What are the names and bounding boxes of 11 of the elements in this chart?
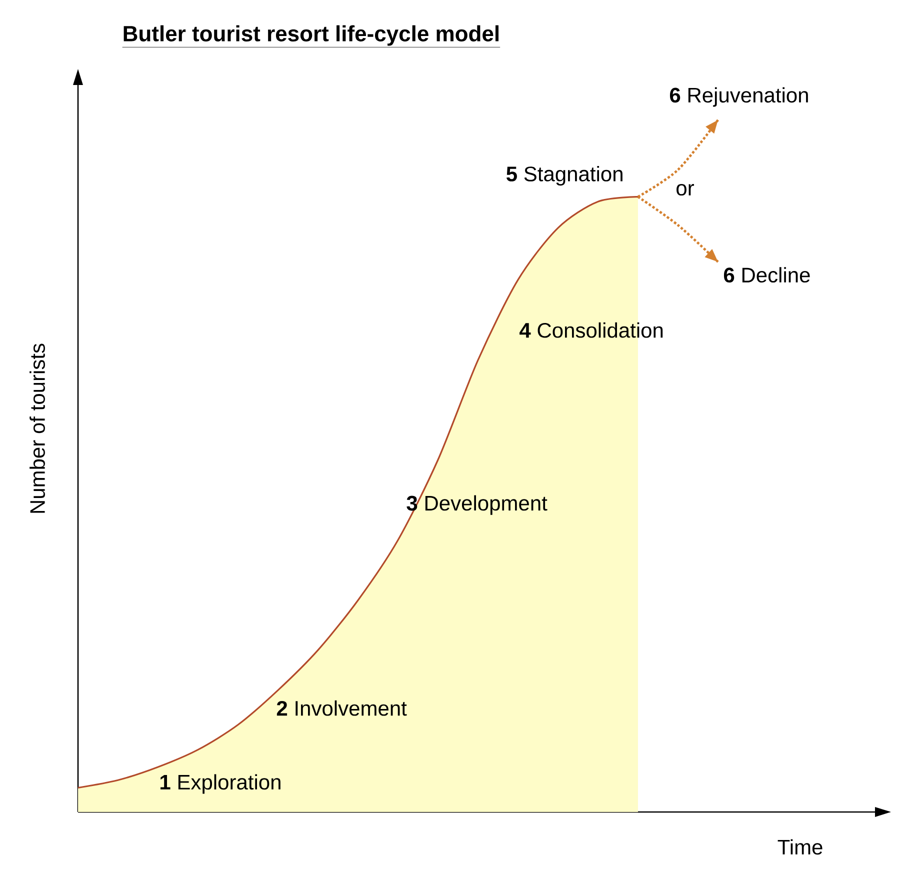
y-axis-title: Number of tourists [30,344,45,513]
annotation: 4 Consolidation [520,322,663,338]
x-axis-title: Time [778,839,822,855]
annotation: 1 Exploration [160,774,280,794]
chart-title: Butler tourist resort life-cycle model [124,25,498,46]
annotation: 3 Development [406,495,548,515]
annotation: or [676,184,694,196]
text: 6 Rejuvenation [670,87,808,107]
annotation: 5 Stagnation [506,166,622,186]
annotation: 2 Involvement [276,700,407,716]
annotation: 6 Decline [724,267,810,283]
